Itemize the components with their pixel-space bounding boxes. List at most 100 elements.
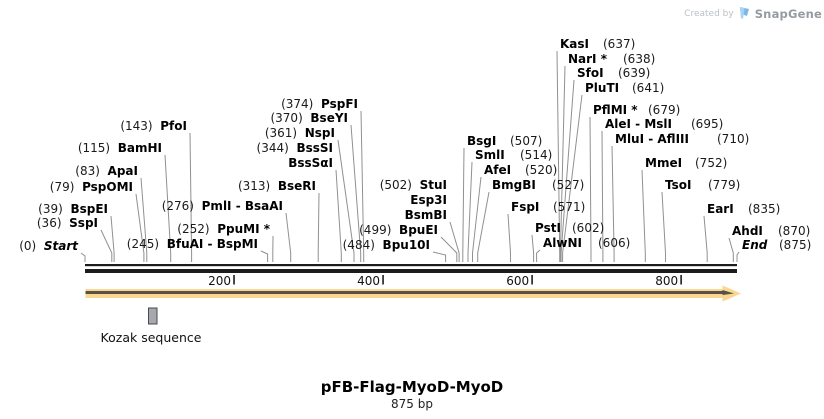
leader-line [556, 50, 561, 262]
leader-line [462, 147, 465, 262]
cut-position: (344) [256, 141, 289, 155]
cut-position: (695) [691, 117, 724, 131]
site-label-alwni: AlwNI (606) [543, 236, 630, 251]
leader-line [164, 154, 172, 262]
site-label-bpu10i: (484) Bpu10I [343, 238, 430, 253]
leader-line [611, 145, 615, 262]
site-label-ppumi-: (252) PpuMI * [177, 222, 270, 237]
cut-position: (252) [177, 222, 210, 236]
site-label-afei: AfeI (520) [484, 163, 557, 178]
site-label-bseri: (313) BseRI [238, 179, 316, 194]
ruler-tick-label: 400 [357, 274, 381, 288]
cut-position: (637) [603, 37, 636, 51]
created-by-text: Created by [684, 8, 734, 19]
enzyme-name: BssSI [296, 141, 333, 155]
enzyme-name: BmgBI [492, 178, 536, 192]
sequence-bar-bottom [85, 269, 737, 273]
kozak-marker [148, 307, 158, 325]
cut-position: (507) [510, 134, 543, 148]
leader-line [560, 79, 575, 262]
enzyme-name: PspOMI [82, 180, 133, 194]
cut-position: (527) [552, 178, 585, 192]
site-label-bpuei: (499) BpuEI [359, 223, 438, 238]
leader-line [135, 193, 145, 262]
leader-line [440, 236, 458, 262]
leader-line [317, 192, 320, 262]
cut-position: (606) [598, 236, 631, 250]
site-label-kasi: KasI (637) [560, 37, 635, 52]
cut-position: (370) [270, 111, 303, 125]
cut-position: (520) [525, 163, 558, 177]
site-label-apai: (83) ApaI [75, 164, 138, 179]
cut-position: (39) [38, 202, 63, 216]
enzyme-name: SspI [69, 216, 98, 230]
cut-position: (779) [708, 178, 741, 192]
enzyme-name: BseYI [310, 111, 348, 125]
leader-line [80, 252, 86, 262]
cut-position: (710) [717, 132, 750, 146]
cut-position: (313) [237, 179, 271, 193]
site-label-pfoi: (143) PfoI [120, 119, 187, 134]
cut-position: (641) [632, 81, 665, 95]
cut-position: (374) [281, 97, 314, 111]
leader-line [536, 249, 541, 262]
enzyme-name: BseRI [277, 179, 316, 193]
enzyme-name: PpuMI * [217, 222, 270, 236]
cut-position: (361) [264, 126, 298, 140]
leader-line [285, 212, 292, 262]
enzyme-name: AhdI [732, 224, 763, 238]
cut-position: (679) [648, 103, 681, 117]
site-label-bsgi: BsgI (507) [467, 134, 542, 149]
leader-line [531, 234, 535, 262]
enzyme-name: BsgI [467, 134, 497, 148]
site-label-bspei: (39) BspEI [38, 202, 108, 217]
enzyme-name: BssSαI [288, 156, 333, 170]
kozak-feature-label: Kozak sequence [100, 330, 202, 345]
cut-position: (276) [161, 199, 194, 213]
enzyme-name: BfuAI - BspMI [166, 237, 258, 251]
enzyme-name: PmlI - BsaAI [201, 199, 283, 213]
map-length-label: 875 bp [391, 397, 433, 411]
map-title: pFB-Flag-MyoD-MyoD [320, 378, 504, 396]
site-label-sfoi: SfoI (639) [577, 66, 650, 81]
site-label-end: End (875) [742, 238, 811, 253]
enzyme-name: AlwNI [543, 236, 582, 250]
site-label-eari: EarI (835) [707, 202, 780, 217]
cut-position: (870) [778, 224, 811, 238]
feature-arrow-head-core [722, 290, 734, 295]
cut-position: (835) [748, 202, 781, 216]
enzyme-name: AfeI [484, 163, 512, 177]
leader-line [100, 229, 113, 262]
cut-position: (0) [19, 239, 37, 253]
site-label-nspi: (361) NspI [265, 126, 335, 141]
enzyme-name: StuI [419, 178, 447, 192]
site-label-ahdi: AhdI (870) [732, 224, 810, 239]
site-label-bamhi: (115) BamHI [78, 141, 162, 156]
enzyme-name: PfoI [160, 119, 187, 133]
cut-position: (514) [520, 148, 553, 162]
enzyme-name: MluI - AflIII [615, 132, 689, 146]
snapgene-logo-icon [739, 7, 749, 19]
site-label-pluti: PluTI (641) [585, 81, 664, 96]
leader-line [641, 169, 646, 262]
leader-line [140, 177, 148, 262]
enzyme-name: FspI [511, 200, 540, 214]
enzyme-name: NspI [304, 126, 335, 140]
cut-position: (245) [126, 237, 160, 251]
snapgene-brand-text: SnapGene [754, 6, 822, 21]
enzyme-name: MmeI [645, 156, 683, 170]
enzyme-name: EarI [707, 202, 734, 216]
site-label-pflmi-: PflMI * (679) [593, 103, 680, 118]
leader-line [467, 161, 473, 262]
leader-line [110, 215, 115, 262]
leader-line [337, 139, 355, 262]
enzyme-name: TsoI [665, 178, 692, 192]
enzyme-name: ApaI [107, 164, 138, 178]
leader-line [260, 250, 269, 262]
cut-position: (752) [695, 156, 728, 170]
enzyme-name: NarI * [568, 52, 607, 66]
enzyme-name: SmlI [475, 148, 505, 162]
enzyme-name: End [742, 238, 768, 252]
enzyme-name: SfoI [577, 66, 604, 80]
leader-line [589, 116, 592, 262]
